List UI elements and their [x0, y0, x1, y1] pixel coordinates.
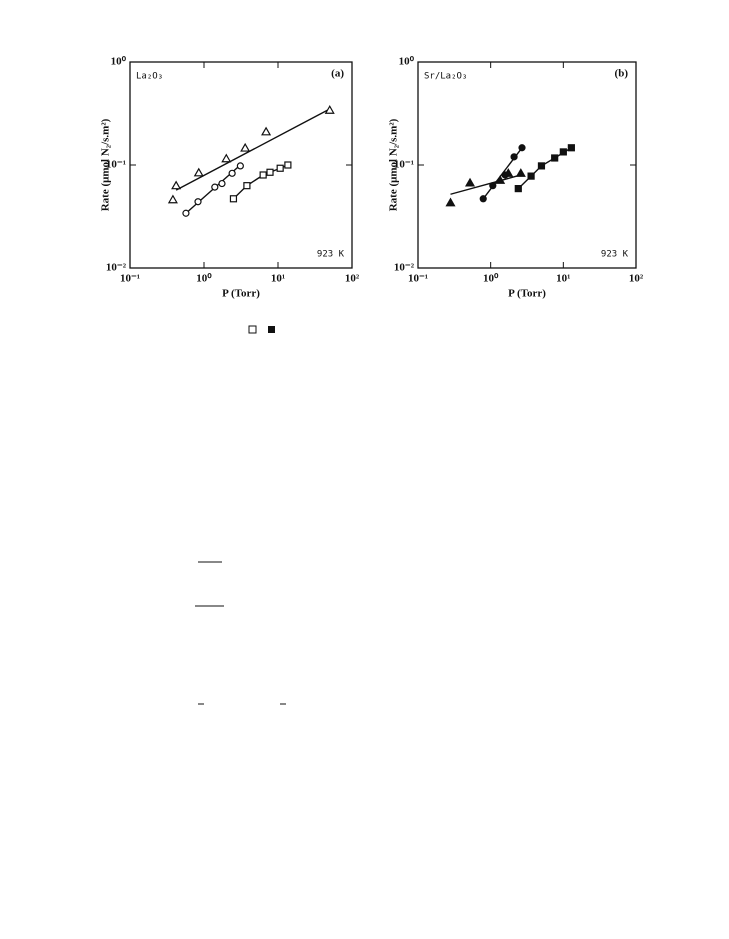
data-point — [518, 144, 526, 152]
data-point — [515, 168, 526, 177]
symbol-filled-square — [268, 326, 275, 333]
data-point — [489, 182, 497, 190]
data-point — [221, 153, 232, 163]
x-axis-label: P (Torr) — [222, 288, 260, 300]
data-point — [445, 197, 456, 207]
data-point — [324, 105, 335, 114]
x-tick-label: 10⁰ — [483, 273, 499, 285]
x-tick-label: 10¹ — [556, 273, 570, 285]
panel-label: (b) — [615, 68, 629, 80]
data-point — [514, 185, 522, 193]
data-point — [464, 177, 476, 187]
data-point — [240, 142, 251, 152]
data-point — [229, 195, 238, 203]
y-tick-label: 10⁰ — [399, 56, 415, 68]
data-point — [559, 148, 567, 156]
x-axis-label: P (Torr) — [508, 288, 546, 300]
x-tick-label: 10¹ — [271, 273, 285, 285]
data-point — [182, 209, 190, 217]
data-point — [194, 198, 202, 206]
data-point — [259, 171, 267, 179]
data-point — [501, 171, 509, 179]
sample-label: Sr/La₂O₃ — [424, 72, 467, 82]
data-point — [551, 154, 559, 162]
temperature-label: 923 K — [317, 250, 345, 260]
data-point — [284, 161, 292, 169]
data-point — [266, 168, 274, 176]
data-point — [171, 180, 182, 190]
data-point — [261, 126, 272, 136]
y-axis-label: Rate (μmol N₂/s.m²) — [388, 118, 400, 211]
y-tick-label: 10⁰ — [111, 56, 127, 68]
data-point — [510, 153, 518, 161]
temperature-label: 923 K — [601, 250, 629, 260]
data-point — [211, 183, 219, 191]
data-point — [228, 169, 236, 177]
symbol-open-square — [248, 325, 257, 334]
fit-line — [450, 174, 522, 195]
x-tick-label: 10⁻¹ — [408, 273, 428, 285]
x-tick-label: 10² — [345, 273, 360, 285]
x-tick-label: 10⁻¹ — [120, 273, 140, 285]
y-axis-label: Rate (μmol N₂/s.m²) — [100, 118, 112, 211]
data-point — [236, 162, 244, 170]
y-tick-label: 10⁻¹ — [106, 159, 126, 171]
y-tick-label: 10⁻¹ — [394, 159, 414, 171]
data-point — [537, 162, 546, 170]
data-point — [193, 167, 204, 177]
y-tick-label: 10⁻² — [106, 262, 127, 274]
data-point — [567, 144, 575, 152]
x-tick-label: 10⁰ — [196, 273, 212, 285]
data-point — [527, 172, 535, 180]
sample-label: La₂O₃ — [136, 72, 163, 82]
data-point — [243, 182, 251, 190]
data-point — [218, 179, 226, 188]
data-point — [276, 164, 284, 172]
x-tick-label: 10² — [629, 273, 644, 285]
data-point — [167, 194, 178, 204]
y-tick-label: 10⁻² — [394, 262, 415, 274]
fit-line — [175, 108, 331, 191]
panel-label: (a) — [331, 68, 344, 80]
data-point — [479, 195, 487, 203]
